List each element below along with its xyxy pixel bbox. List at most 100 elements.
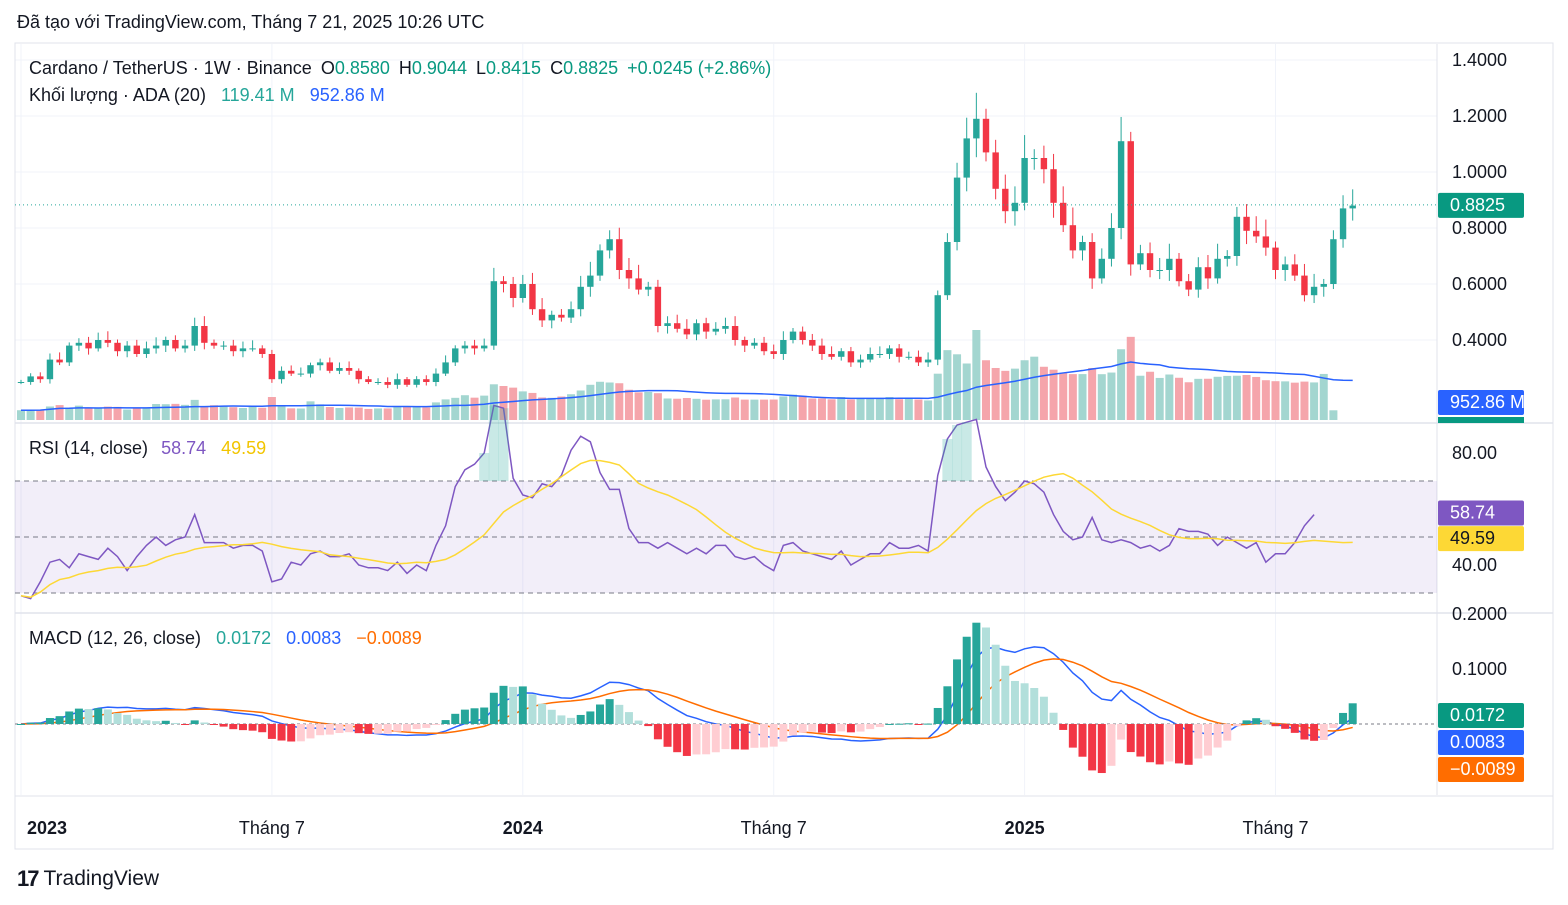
macd-hist-bar	[702, 724, 711, 755]
volume-bar	[740, 399, 749, 420]
macd-hist-bar	[1088, 724, 1097, 771]
macd-hist-bar	[567, 717, 576, 724]
chart-caption: Đã tạo với TradingView.com, Tháng 7 21, …	[17, 12, 485, 32]
volume-bar	[1194, 378, 1203, 420]
candle-body	[1339, 208, 1347, 240]
high-value: 0.9044	[411, 58, 467, 78]
volume-value: 119.41 M	[220, 85, 295, 105]
macd-hist-bar	[248, 724, 257, 731]
macd-hist-bar	[740, 724, 749, 750]
candle-body	[567, 309, 575, 318]
indicator-lines	[15, 204, 1437, 742]
volume-bar	[480, 395, 489, 420]
volume-bar	[943, 350, 952, 420]
macd-line-value: 0.0083	[286, 628, 342, 648]
time-tick-label: 2025	[1005, 818, 1045, 838]
macd-label: MACD (12, 26, close)	[29, 628, 202, 648]
candle-body	[1281, 264, 1289, 270]
volume-bar	[1001, 370, 1010, 420]
volume-bar	[142, 407, 151, 420]
rsi-band	[15, 480, 1437, 594]
macd-hist-bar	[1242, 720, 1251, 724]
candle-body	[838, 351, 845, 357]
volume-bar	[1059, 372, 1068, 420]
candle-body	[1011, 202, 1019, 212]
macd-hist-bar	[470, 708, 479, 724]
volume-bar	[895, 399, 904, 420]
macd-hist-bar	[846, 724, 855, 733]
macd-signal-badge-bg	[1438, 757, 1524, 782]
macd-hist-bar	[1175, 724, 1183, 764]
candle-body	[905, 356, 912, 358]
candle-body	[596, 250, 604, 276]
candle-body	[799, 331, 806, 340]
candle-body	[481, 345, 488, 349]
volume-bar	[55, 405, 64, 420]
macd-hist-bar	[403, 724, 411, 732]
rsi-ma-badge: 49.59	[1450, 528, 1495, 548]
volume-bar	[1020, 360, 1029, 420]
candle-body	[268, 354, 276, 380]
macd-hist-bar	[489, 692, 498, 724]
rsi-tick-label: 40.00	[1452, 555, 1497, 575]
volume-bar	[789, 394, 797, 420]
macd-hist-bar	[1107, 724, 1116, 766]
candle-body	[95, 340, 102, 349]
candle-body	[1195, 267, 1202, 290]
macd-hist-bar	[238, 724, 247, 731]
time-tick-label: Tháng 7	[1242, 818, 1308, 838]
volume-bar	[171, 403, 180, 420]
macd-hist-bar	[972, 622, 981, 724]
candle-body	[548, 314, 555, 321]
price-tick-label: 0.8000	[1452, 218, 1507, 238]
macd-hist-bar	[557, 715, 566, 724]
low-label: L	[475, 58, 486, 78]
volume-bar	[692, 398, 701, 420]
candle-body	[297, 373, 305, 375]
candle-body	[1088, 242, 1096, 279]
macd-hist-bar	[103, 709, 112, 724]
macd-hist-bar	[856, 724, 865, 732]
candle-body	[867, 354, 874, 360]
rsi-legend: RSI (14, close) 58.74 49.59	[29, 438, 270, 459]
candle-body	[1146, 253, 1154, 270]
candle-body	[220, 345, 227, 347]
macd-hist-bar	[982, 627, 990, 724]
volume-bar	[586, 384, 595, 420]
candle-body	[1079, 242, 1086, 251]
volume-bar	[460, 395, 469, 420]
macd-hist-bar	[480, 707, 489, 724]
macd-hist-bar	[45, 718, 54, 724]
candle-body	[944, 242, 951, 296]
volume-bar	[296, 408, 305, 420]
volume-bar	[65, 407, 74, 420]
candle-body	[1330, 239, 1337, 284]
candle-body	[741, 340, 748, 346]
volume-bar	[885, 397, 894, 420]
volume-bar	[325, 407, 334, 420]
macd-hist-bar	[1001, 665, 1010, 724]
tradingview-logo[interactable]: 17 TradingView	[17, 866, 159, 892]
candle-body	[1060, 202, 1067, 226]
macd-hist-bar	[1146, 724, 1155, 763]
candle-body	[316, 362, 324, 366]
macd-hist-bar	[769, 724, 778, 747]
macd-hist-bar	[682, 724, 691, 756]
macd-hist-bar	[219, 724, 228, 727]
macd-hist-bar	[325, 724, 334, 735]
candle-body	[210, 342, 218, 346]
price-tick-label: 0.6000	[1452, 274, 1507, 294]
candle-body	[1166, 258, 1173, 270]
volume-bar	[1155, 377, 1164, 420]
candle-body	[365, 379, 372, 382]
macd-hist-bar	[1165, 724, 1174, 762]
volume-bar	[624, 389, 633, 420]
macd-tick-label: 0.1000	[1452, 659, 1507, 679]
macd-hist-bar	[335, 724, 344, 734]
price-badge: 0.8825	[1450, 195, 1505, 215]
macd-hist-bar	[55, 716, 64, 724]
macd-hist-bar	[953, 659, 962, 724]
volume-bar	[576, 390, 585, 420]
volume-bar	[769, 399, 778, 420]
